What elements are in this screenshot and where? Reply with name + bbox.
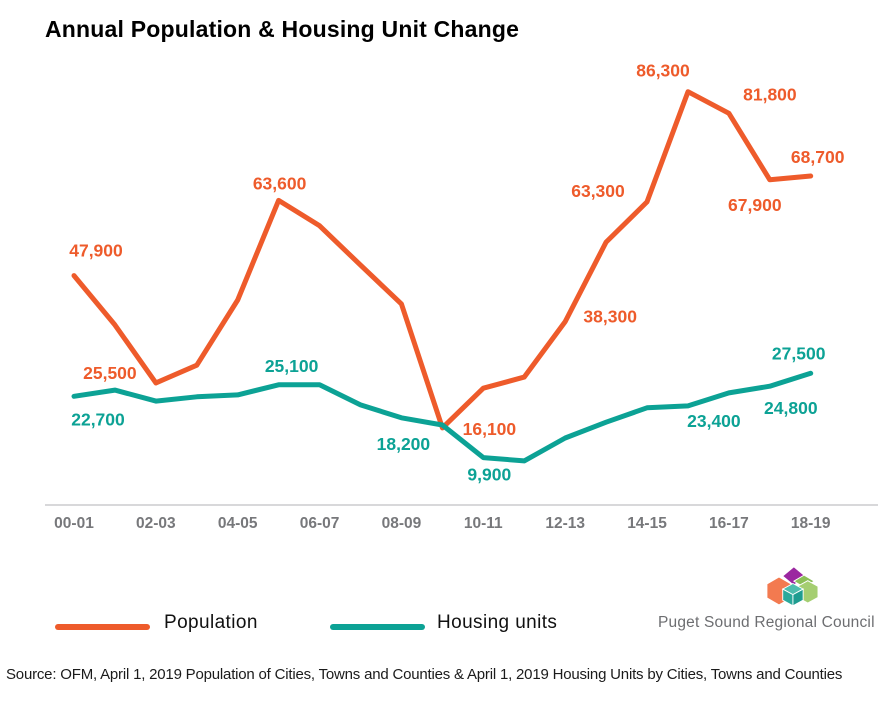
x-axis-label: 10-11 <box>464 515 503 532</box>
data-label: 38,300 <box>583 307 637 327</box>
x-axis-label: 08-09 <box>382 515 422 532</box>
legend-label-housing: Housing units <box>437 612 558 633</box>
x-axis-label: 18-19 <box>791 515 831 532</box>
population-line <box>71 89 814 431</box>
data-label: 22,700 <box>71 409 125 429</box>
data-label: 86,300 <box>636 61 690 81</box>
data-label: 27,500 <box>772 343 826 363</box>
x-axis-label: 16-17 <box>709 515 749 532</box>
legend-swatch-housing <box>330 624 425 630</box>
data-label: 18,200 <box>377 434 431 454</box>
x-axis-label: 04-05 <box>218 515 258 532</box>
data-label: 23,400 <box>687 411 741 431</box>
data-label: 67,900 <box>728 195 782 215</box>
chart-canvas: 00-01 02-03 04-05 06-07 08-09 10-11 12-13 14-15… <box>45 61 878 532</box>
legend-swatch-population <box>55 624 150 630</box>
data-label: 63,300 <box>571 181 625 201</box>
data-label: 16,100 <box>463 419 517 439</box>
x-axis-label: 02-03 <box>136 515 176 532</box>
psrc-logo-icon <box>766 566 818 607</box>
page-title: Annual Population & Housing Unit Change <box>45 16 520 42</box>
data-label: 81,800 <box>743 84 797 104</box>
x-axis-label: 00-01 <box>54 515 94 532</box>
x-axis-label: 14-15 <box>627 515 667 532</box>
data-label: 9,900 <box>467 465 511 485</box>
source-note: Source: OFM, April 1, 2019 Population of… <box>6 666 843 683</box>
data-label: 24,800 <box>764 398 818 418</box>
x-axis-label: 12-13 <box>545 515 585 532</box>
x-axis-label: 06-07 <box>300 515 340 532</box>
data-label: 25,100 <box>265 356 319 376</box>
data-label: 63,600 <box>253 173 307 193</box>
legend-label-population: Population <box>164 612 258 633</box>
psrc-logo-text: Puget Sound Regional Council <box>658 614 875 631</box>
data-label: 47,900 <box>69 241 123 261</box>
housing-units-line <box>71 370 814 464</box>
data-label: 68,700 <box>791 147 845 167</box>
data-label: 25,500 <box>83 363 137 383</box>
